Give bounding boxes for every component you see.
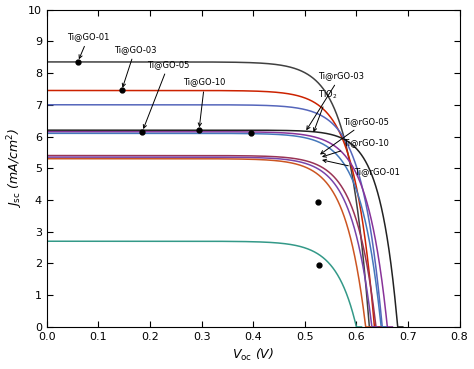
Text: Ti@rGO-01: Ti@rGO-01 — [323, 159, 400, 176]
Text: Ti@rGO-05: Ti@rGO-05 — [321, 117, 389, 154]
Text: Ti@GO-01: Ti@GO-01 — [67, 32, 110, 58]
X-axis label: $V_\mathrm{oc}$ (V): $V_\mathrm{oc}$ (V) — [232, 347, 274, 363]
Text: Ti@rGO-03: Ti@rGO-03 — [307, 71, 364, 130]
Text: Ti@GO-10: Ti@GO-10 — [183, 77, 226, 126]
Text: Ti@rGO-10: Ti@rGO-10 — [323, 138, 389, 157]
Y-axis label: $J_\mathrm{sc}$ (mA/cm$^2$): $J_\mathrm{sc}$ (mA/cm$^2$) — [6, 128, 25, 208]
Text: TiO$_2$: TiO$_2$ — [313, 89, 337, 131]
Text: Ti@GO-03: Ti@GO-03 — [114, 45, 156, 87]
Text: Ti@GO-05: Ti@GO-05 — [143, 60, 190, 128]
